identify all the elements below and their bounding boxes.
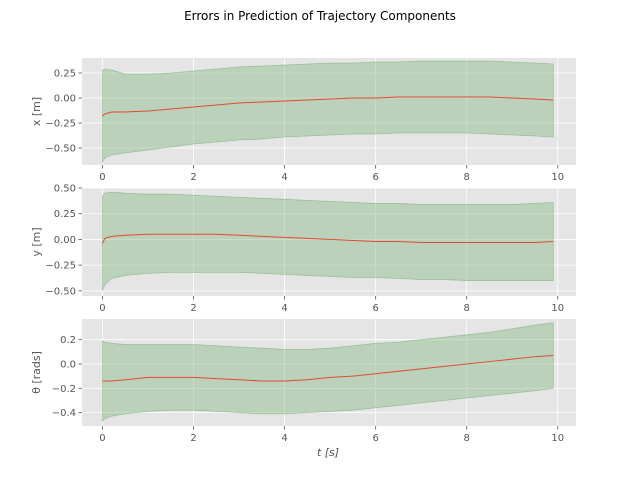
x-tick-label: 4: [281, 172, 287, 183]
figure-title: Errors in Prediction of Trajectory Compo…: [184, 9, 456, 23]
x-tick-label: 2: [190, 172, 196, 183]
y-axis-label: θ [rads]: [30, 351, 43, 394]
y-tick-label: 0.0: [60, 359, 76, 370]
subplot-3: 0 2 4 6 8 10 −0.4 −0.2 0.0 0.2 θ [rads]: [30, 319, 576, 444]
x-tick-label: 2: [190, 303, 196, 314]
x-tick-label: 10: [551, 303, 564, 314]
x-tick-label: 4: [281, 303, 287, 314]
uncertainty-band: [102, 322, 554, 423]
x-tick-label: 4: [281, 433, 287, 444]
x-tick-label: 0: [99, 172, 105, 183]
y-tick-label: 0.2: [60, 335, 76, 346]
y-tick-label: −0.50: [45, 144, 76, 155]
mean-error-line: [102, 233, 554, 244]
y-tick-label: 0.00: [54, 235, 76, 246]
y-tick-label: 0.25: [54, 69, 76, 80]
mean-error-line: [102, 354, 554, 382]
plot-area: [82, 188, 576, 296]
mean-error-line: [102, 96, 554, 117]
x-tick-label: 6: [372, 303, 378, 314]
x-tick-label: 0: [99, 433, 105, 444]
y-tick-label: −0.2: [52, 384, 76, 395]
x-tick-label: 2: [190, 433, 196, 444]
plot-area: [82, 58, 576, 165]
x-tick-label: 10: [551, 172, 564, 183]
y-tick-label: 0.50: [54, 184, 76, 195]
y-tick-label: 0.00: [54, 94, 76, 105]
x-tick-label: 0: [99, 303, 105, 314]
uncertainty-band: [102, 191, 554, 291]
y-tick-label: −0.25: [45, 119, 76, 130]
subplot-2: 0 2 4 6 8 10 −0.50 −0.25 0.00 0.25 0.50 y [m]: [30, 184, 576, 314]
subplots: 0 2 4 6 8 10−0.50−0.250.000.25x [m]0 2 4 6 8 10−0.…: [30, 58, 576, 444]
plot-area: [82, 319, 576, 426]
y-tick-label: −0.25: [45, 261, 76, 272]
x-tick-label: 6: [372, 433, 378, 444]
y-axis-label: y [m]: [30, 227, 43, 256]
subplot-1: 0 2 4 6 8 10 −0.50 −0.25 0.00 0.25 x [m]: [30, 58, 576, 183]
y-tick-label: −0.4: [52, 408, 76, 419]
x-tick-label: 8: [464, 303, 470, 314]
shared-x-axis-label: t [s]: [317, 446, 339, 459]
uncertainty-band: [102, 60, 554, 164]
x-tick-label: 8: [464, 433, 470, 444]
y-axis-label: x [m]: [30, 97, 43, 126]
y-tick-label: 0.25: [54, 209, 76, 220]
x-tick-label: 8: [464, 172, 470, 183]
x-tick-label: 10: [551, 433, 564, 444]
y-tick-label: −0.50: [45, 286, 76, 297]
x-tick-label: 6: [372, 172, 378, 183]
